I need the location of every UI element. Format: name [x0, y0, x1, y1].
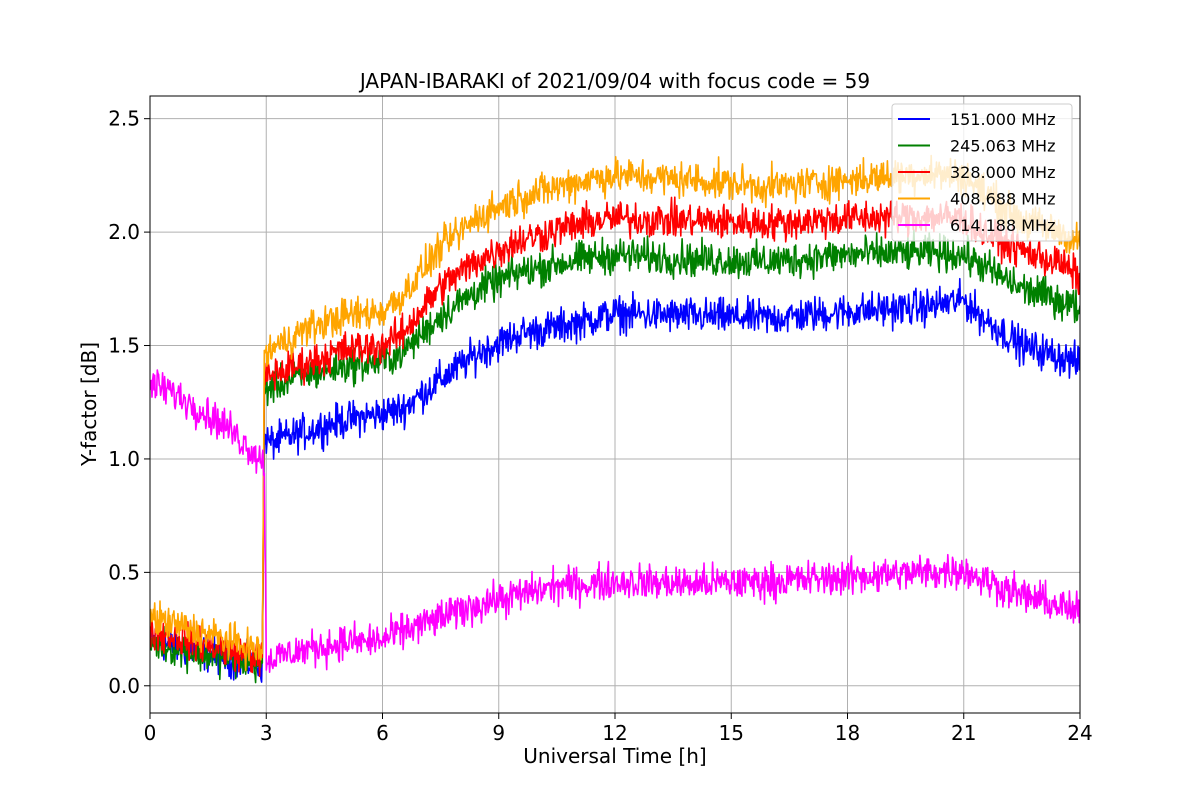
legend-box: [891, 103, 1073, 242]
x-tick-label: 0: [144, 721, 157, 745]
y-tick-label: 1.0: [108, 447, 140, 471]
legend-label: 245.063 MHz: [950, 137, 1055, 156]
y-tick-label: 2.0: [108, 220, 140, 244]
legend-label: 408.688 MHz: [950, 190, 1055, 209]
x-tick-label: 15: [719, 721, 744, 745]
y-axis-label: Y-factor [dB]: [77, 342, 101, 467]
legend: 151.000 MHz 245.063 MHz 328.000 MHz 408.688…: [891, 103, 1073, 242]
x-axis-label: Universal Time [h]: [523, 744, 706, 768]
legend-label: 328.000 MHz: [950, 163, 1055, 182]
series-line-1: [150, 277, 1080, 683]
legend-label: 151.000 MHz: [950, 110, 1055, 129]
y-tick-label: 0.0: [108, 674, 140, 698]
x-tick-label: 9: [492, 721, 505, 745]
axis-ticks: 0 3 6 9 12 15 18 21 24 0.0 0.5 1.0 1.5 2.0 2.5: [108, 107, 1093, 745]
x-tick-label: 12: [602, 721, 627, 745]
y-tick-label: 0.5: [108, 560, 140, 584]
x-tick-label: 24: [1067, 721, 1092, 745]
legend-label: 614.188 MHz: [950, 216, 1055, 235]
chart-title: JAPAN-IBARAKI of 2021/09/04 with focus c…: [358, 69, 870, 93]
x-tick-label: 3: [260, 721, 273, 745]
y-tick-label: 2.5: [108, 107, 140, 131]
x-tick-label: 21: [951, 721, 976, 745]
x-tick-label: 6: [376, 721, 389, 745]
series-line-5: [150, 369, 1080, 674]
y-tick-label: 1.5: [108, 334, 140, 358]
x-tick-label: 18: [835, 721, 860, 745]
